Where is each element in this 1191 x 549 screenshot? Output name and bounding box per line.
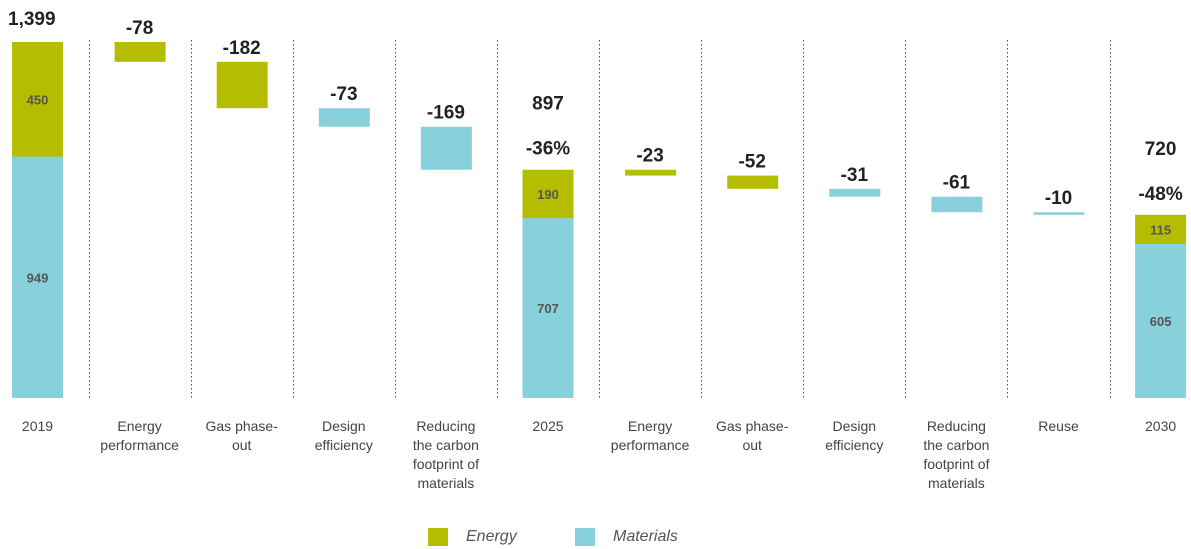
category-label: Reuse [1038, 418, 1079, 434]
data-label-materials: 949 [27, 270, 49, 285]
category-label: the carbon [923, 437, 989, 453]
category-label: out [742, 437, 762, 453]
delta-label: -52 [738, 152, 765, 173]
bar-delta-energy [216, 61, 268, 109]
bar-delta-materials [420, 126, 472, 170]
legend: Energy Materials [0, 527, 1191, 549]
data-label-materials: 605 [1150, 314, 1172, 329]
bar-energy [522, 169, 574, 219]
category-label: efficiency [315, 437, 373, 453]
bar-delta-energy [114, 42, 166, 62]
data-label-energy: 115 [1150, 222, 1171, 237]
category-label: materials [928, 475, 985, 491]
delta-label: -78 [126, 18, 153, 39]
legend-item-materials: Materials [575, 527, 678, 547]
legend-label-energy: Energy [466, 528, 517, 545]
bar-delta-materials [829, 188, 881, 197]
category-label: footprint of [923, 456, 989, 472]
bar-materials [1135, 244, 1187, 398]
category-label: materials [418, 475, 475, 491]
delta-label: -31 [841, 165, 869, 186]
category-label: 2019 [22, 418, 53, 434]
bar-materials [522, 218, 574, 398]
data-label-energy: 190 [537, 187, 559, 202]
legend-label-materials: Materials [613, 528, 678, 545]
delta-label: -73 [330, 84, 357, 105]
category-label: performance [611, 437, 690, 453]
category-label: Reducing [416, 418, 475, 434]
bar-energy [12, 42, 63, 157]
total-label: 720 [1145, 139, 1177, 160]
category-label: efficiency [825, 437, 883, 453]
delta-label: -61 [943, 173, 971, 194]
category-label: Reducing [927, 418, 986, 434]
delta-label: -23 [636, 146, 663, 167]
category-label: Gas phase- [716, 418, 789, 434]
data-label-energy: 450 [27, 92, 49, 107]
delta-label: -10 [1045, 188, 1072, 209]
delta-label: -169 [427, 103, 465, 124]
waterfall-chart: 949 450 1,399 2019 -78 Energy performance -182 G… [8, 9, 1187, 491]
legend-swatch-materials [575, 528, 595, 546]
category-label: performance [100, 437, 179, 453]
category-label: out [232, 437, 252, 453]
category-label: 2025 [532, 418, 563, 434]
category-label: Energy [117, 418, 161, 434]
category-label: Energy [628, 418, 672, 434]
category-label: 2030 [1145, 418, 1176, 434]
total-label: 1,399 [8, 9, 56, 30]
bar-energy [1135, 214, 1187, 245]
category-label: Design [322, 418, 366, 434]
percent-label: -48% [1138, 184, 1182, 205]
total-label: 897 [532, 94, 564, 115]
bar-materials [12, 156, 63, 398]
bar-delta-energy [625, 169, 677, 176]
delta-label: -182 [223, 38, 261, 59]
category-label: Design [833, 418, 877, 434]
bar-delta-energy [727, 175, 779, 189]
bar-delta-materials [1033, 212, 1085, 215]
legend-swatch-energy [428, 528, 448, 546]
category-label: footprint of [413, 456, 479, 472]
category-label: the carbon [413, 437, 479, 453]
percent-label: -36% [526, 139, 570, 160]
category-label: Gas phase- [206, 418, 279, 434]
legend-item-energy: Energy [428, 527, 517, 547]
data-label-materials: 707 [537, 301, 559, 316]
bar-delta-materials [318, 108, 370, 127]
bar-delta-materials [931, 196, 983, 213]
